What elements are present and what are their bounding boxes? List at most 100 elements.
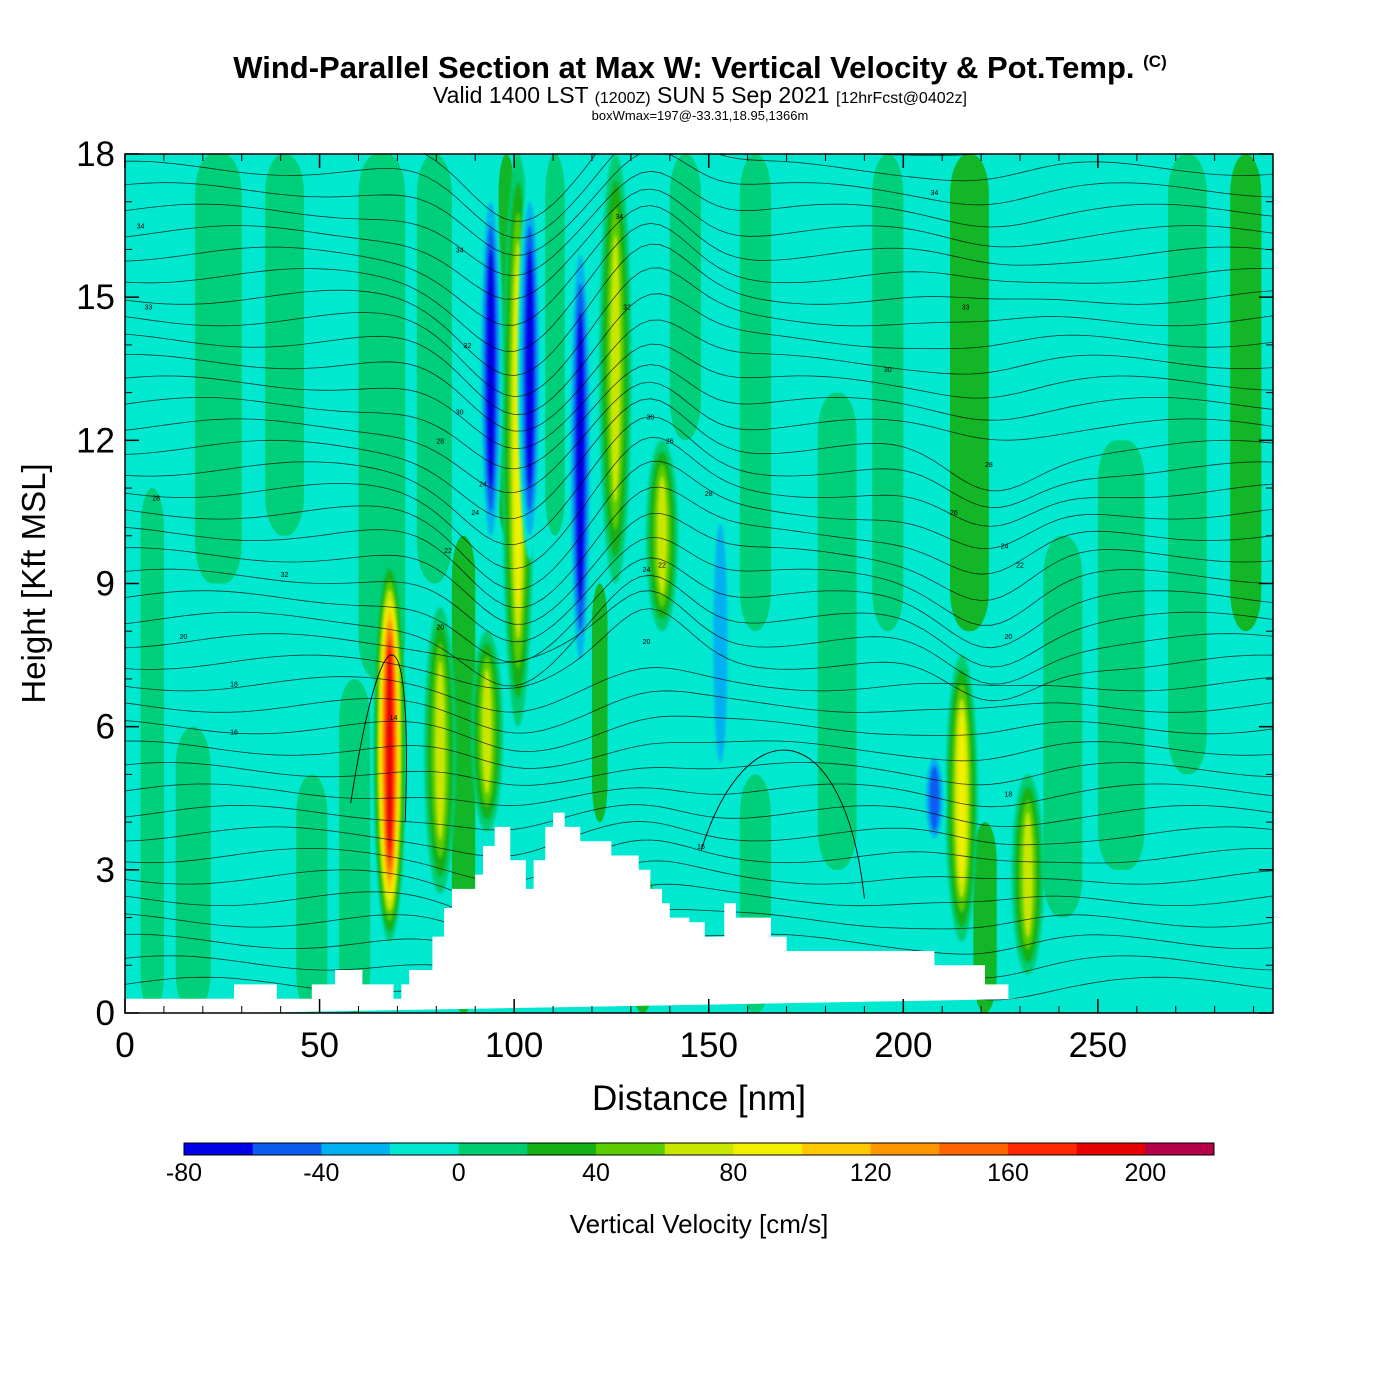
colorbar-tick-label-6: 160 [987, 1159, 1029, 1187]
axes: 0 50 100 150 200 250 0 3 6 9 12 15 18 [76, 135, 1273, 1065]
theta-contours [125, 154, 1273, 1001]
x-tick-label-4: 200 [874, 1026, 932, 1065]
downdraft-core-3 [708, 488, 733, 799]
weak-band-2 [195, 154, 242, 584]
theta-contour-11 [125, 740, 1273, 769]
weak-band-22 [973, 822, 997, 1013]
downdraft-core-4 [922, 750, 947, 846]
theta-contour-21 [125, 486, 1273, 609]
colorbar-segment-3 [390, 1143, 460, 1155]
theta-contour-18 [125, 557, 1273, 663]
colorbar-segment-6 [596, 1143, 666, 1155]
theta-label-5: 18 [230, 682, 238, 689]
theta-contour-17 [125, 574, 1273, 687]
updraft-core-0 [373, 559, 406, 942]
y-tick-label-5: 15 [76, 278, 115, 317]
theta-label-22: 22 [658, 562, 666, 569]
colorbar-segment-1 [252, 1143, 322, 1155]
theta-contour-6 [125, 839, 1273, 883]
theta-label-3: 32 [281, 572, 289, 579]
terrain-mask [125, 812, 1036, 1013]
theta-label-25: 34 [931, 190, 939, 197]
y-tick-label-1: 3 [96, 851, 115, 890]
theta-contour-23 [125, 436, 1273, 570]
theta-label-14: 22 [444, 548, 452, 555]
updraft-level-2-3 [481, 668, 493, 795]
weak-band-15 [817, 392, 857, 870]
theta-label-17: 32 [623, 305, 631, 312]
theta-label-15: 20 [436, 624, 444, 631]
theta-contour-32 [125, 243, 1273, 377]
colorbar-segment-9 [802, 1143, 872, 1155]
theta-contour-27 [125, 364, 1273, 470]
theta-contour-7 [125, 821, 1273, 857]
theta-contour-30 [125, 293, 1273, 415]
chart-title-text: Wind-Parallel Section at Max W: Vertical… [233, 50, 1135, 85]
x-tick-label-0: 0 [115, 1026, 134, 1065]
colorbar-label: Vertical Velocity [cm/s] [570, 1209, 829, 1239]
valid-date-label: SUN 5 Sep 2021 [656, 82, 830, 108]
colorbar-tick-label-0: -80 [166, 1159, 202, 1187]
x-axis-label: Distance [nm] [592, 1079, 806, 1118]
theta-contour-36 [125, 170, 1273, 277]
theta-label-33: 18 [1004, 791, 1012, 798]
colorbar-tick-label-1: -40 [303, 1159, 339, 1187]
theta-contour-20 [125, 512, 1273, 625]
theta-label-8: 34 [456, 247, 464, 254]
colorbar-segment-10 [870, 1143, 940, 1155]
y-tick-label-2: 6 [96, 708, 115, 747]
weak-band-20 [1167, 154, 1207, 775]
theta-label-26: 33 [962, 305, 970, 312]
theta-contour-8 [125, 804, 1273, 831]
theta-contour-9 [125, 783, 1273, 808]
theta-contour-4 [125, 883, 1273, 927]
theta-contour-38 [125, 154, 1273, 239]
y-axis-label: Height [Kft MSL] [15, 463, 52, 703]
colorbar-segment-11 [939, 1143, 1009, 1155]
downdraft-core-1 [517, 177, 542, 560]
theta-label-27: 30 [884, 367, 892, 374]
updraft-core-5 [646, 440, 679, 632]
theta-label-11: 28 [436, 438, 444, 445]
theta-contour-37 [125, 154, 1273, 256]
y-tick-label-6: 18 [76, 135, 115, 174]
theta-contour-local-2 [350, 654, 407, 823]
plot-area: 34 33 28 32 20 18 16 14 34 32 30 28 24 24 22 20 34 32 30 26… [125, 154, 1273, 1013]
copyright-mark: (C) [1143, 52, 1167, 71]
weak-band-7 [416, 154, 452, 584]
y-tick-label-3: 9 [96, 565, 115, 604]
updraft-level-6-4 [957, 713, 966, 884]
updraft-level-4-3 [610, 234, 621, 503]
weak-band-6 [358, 154, 406, 679]
downdraft-level-3-1 [713, 523, 728, 763]
theta-label-13: 24 [471, 510, 479, 517]
theta-label-24: 16 [697, 844, 705, 851]
theta-label-9: 32 [464, 343, 472, 350]
weak-band-21 [1230, 154, 1262, 632]
boxwmax-label: boxWmax=197@-33.31,18.95,1366m [591, 108, 809, 123]
theta-label-6: 16 [230, 729, 238, 736]
weak-band-1 [175, 726, 211, 1013]
forecast-info-label: [12hrFcst@0402z] [836, 90, 967, 107]
theta-contour-28 [125, 343, 1273, 450]
updraft-level-1-3 [435, 661, 446, 841]
colorbar-segment-8 [733, 1143, 803, 1155]
colorbar-border [183, 1142, 1215, 1156]
theta-label-32: 20 [1004, 634, 1012, 641]
theta-contour-25 [125, 398, 1273, 519]
x-tick-label-1: 50 [300, 1026, 339, 1065]
theta-contour-local-1 [700, 749, 865, 899]
weak-band-10 [545, 154, 565, 536]
colorbar-segment-13 [1076, 1143, 1146, 1155]
theta-contour-19 [125, 536, 1273, 643]
x-tick-label-2: 100 [485, 1026, 543, 1065]
colorbar: -80 -40 0 40 80 120 160 200 [166, 1142, 1215, 1187]
theta-label-0: 34 [137, 224, 145, 231]
theta-contour-16 [125, 590, 1273, 685]
theta-contour-35 [125, 188, 1273, 300]
theta-contour-5 [125, 860, 1273, 906]
theta-contour-3 [125, 909, 1273, 946]
theta-label-20: 28 [705, 491, 713, 498]
theta-label-31: 22 [1016, 562, 1024, 569]
